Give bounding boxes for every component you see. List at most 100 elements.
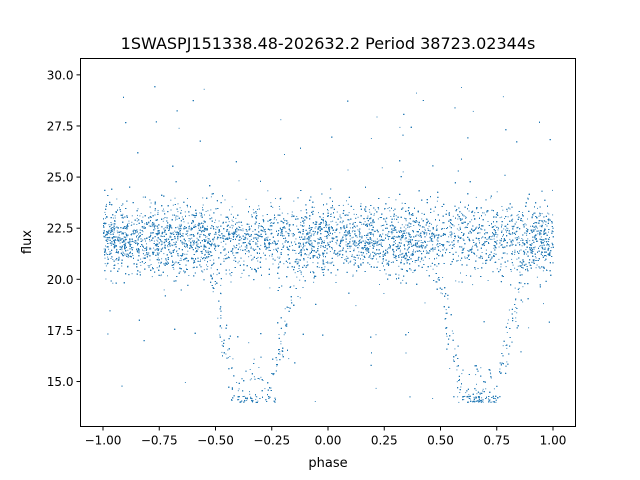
data-point	[372, 256, 374, 258]
data-point	[283, 334, 285, 336]
data-point	[399, 251, 401, 253]
data-point	[105, 236, 106, 238]
data-point	[511, 254, 513, 255]
data-point	[177, 211, 179, 213]
data-point	[419, 245, 421, 247]
data-point	[453, 232, 455, 234]
data-point	[265, 239, 267, 241]
data-point	[431, 235, 433, 237]
data-point	[472, 110, 474, 112]
data-point	[310, 242, 312, 244]
data-point	[118, 234, 120, 236]
data-point	[188, 227, 190, 229]
data-point	[341, 238, 343, 240]
data-point	[119, 239, 121, 241]
data-point	[398, 265, 400, 267]
data-point	[511, 233, 513, 235]
data-point	[202, 223, 204, 225]
data-point	[510, 241, 512, 243]
data-point	[288, 358, 290, 360]
data-point	[218, 237, 220, 239]
data-point	[413, 225, 415, 226]
data-point	[336, 243, 338, 245]
data-point	[521, 245, 523, 247]
data-point	[176, 218, 178, 220]
data-point	[349, 238, 351, 240]
data-point	[461, 249, 463, 251]
data-point	[313, 206, 315, 208]
data-point	[291, 233, 293, 235]
data-point	[294, 272, 296, 274]
data-point	[223, 258, 225, 260]
data-point	[548, 231, 549, 233]
data-point	[506, 210, 508, 212]
data-point	[125, 242, 127, 244]
data-point	[283, 235, 285, 237]
data-point	[462, 214, 464, 215]
data-point	[149, 265, 151, 267]
data-point	[416, 240, 418, 241]
data-point	[318, 212, 319, 214]
data-point	[265, 258, 267, 260]
data-point	[421, 244, 423, 246]
data-point	[253, 358, 255, 360]
data-point	[282, 221, 283, 223]
data-point	[316, 233, 318, 235]
data-point	[233, 236, 234, 238]
data-point	[512, 218, 514, 220]
data-point	[426, 234, 428, 236]
data-point	[352, 230, 354, 232]
data-point	[184, 253, 186, 255]
data-point	[322, 242, 324, 244]
data-point	[237, 390, 239, 392]
data-point	[521, 238, 523, 239]
data-point	[161, 258, 163, 260]
data-point	[189, 234, 191, 236]
data-point	[154, 210, 156, 212]
data-point	[198, 223, 200, 225]
data-point	[345, 214, 347, 216]
data-point	[105, 265, 107, 267]
data-point	[156, 252, 158, 254]
data-point	[509, 238, 511, 240]
data-point	[293, 200, 295, 202]
data-point	[421, 226, 423, 228]
data-point	[408, 238, 410, 240]
data-point	[367, 217, 369, 219]
data-point	[280, 119, 282, 121]
data-point	[474, 253, 476, 255]
data-point	[405, 228, 407, 230]
data-point	[173, 244, 175, 246]
data-point	[397, 221, 399, 223]
data-point	[344, 259, 346, 261]
data-point	[410, 226, 412, 227]
data-point	[268, 242, 270, 244]
data-point	[204, 259, 206, 261]
data-point	[160, 274, 162, 276]
data-point	[417, 240, 419, 242]
data-point	[329, 234, 331, 236]
data-point	[258, 367, 260, 368]
data-point	[179, 231, 181, 232]
data-point	[107, 231, 109, 233]
data-point	[286, 240, 287, 242]
data-point	[277, 256, 279, 258]
data-point	[497, 234, 499, 236]
data-point	[392, 230, 394, 232]
data-point	[421, 212, 423, 214]
data-point	[548, 241, 550, 243]
data-point	[172, 204, 174, 206]
data-point	[119, 236, 121, 238]
data-point	[464, 227, 466, 229]
data-point	[401, 202, 403, 204]
data-point	[392, 232, 394, 233]
data-point	[262, 230, 264, 232]
data-point	[197, 248, 199, 250]
data-point	[412, 245, 414, 247]
data-point	[219, 326, 221, 328]
data-point	[552, 231, 554, 233]
data-point	[523, 251, 525, 253]
data-point	[299, 251, 301, 253]
data-point	[215, 219, 216, 221]
data-point	[404, 238, 406, 240]
